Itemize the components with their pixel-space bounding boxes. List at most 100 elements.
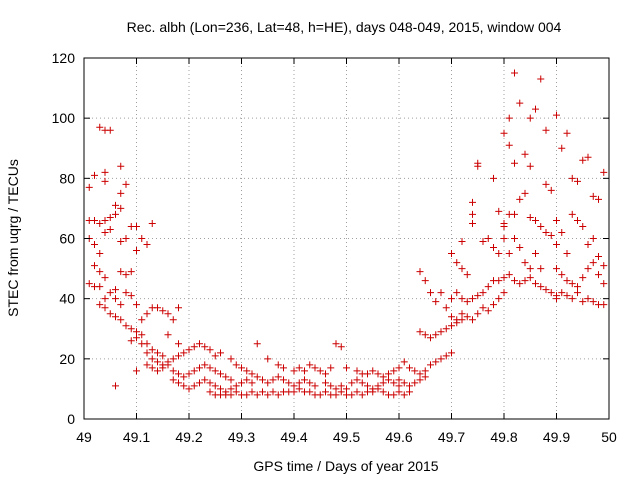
data-point <box>180 349 188 357</box>
grid-lines <box>84 58 609 419</box>
data-point <box>558 271 566 279</box>
data-point <box>474 310 482 318</box>
data-point <box>327 364 335 372</box>
data-point <box>526 162 534 170</box>
data-point <box>448 313 455 321</box>
data-point <box>148 364 156 372</box>
data-point <box>253 391 261 399</box>
x-tick-label: 49 <box>76 429 92 445</box>
data-point <box>91 171 98 179</box>
data-point <box>169 376 177 384</box>
data-point <box>574 177 581 185</box>
data-point <box>227 391 235 399</box>
data-point <box>311 364 319 372</box>
data-point <box>306 388 314 396</box>
data-point <box>206 379 214 387</box>
data-point <box>154 349 161 357</box>
data-point <box>358 391 366 399</box>
data-point <box>169 316 177 324</box>
data-point <box>516 99 524 107</box>
data-point <box>463 298 471 306</box>
data-point <box>558 228 566 236</box>
data-point <box>427 334 434 342</box>
data-point <box>369 367 377 375</box>
data-point <box>442 304 450 312</box>
data-point <box>122 235 130 242</box>
data-point <box>553 111 560 119</box>
data-point <box>526 274 534 282</box>
data-point <box>217 385 224 393</box>
data-point <box>584 153 592 161</box>
data-point <box>106 289 114 297</box>
data-point <box>311 382 319 390</box>
data-point <box>169 367 177 375</box>
data-point <box>159 307 167 315</box>
data-point <box>316 391 324 399</box>
data-point <box>479 289 487 297</box>
data-point <box>332 391 340 399</box>
data-point <box>521 277 529 285</box>
data-point <box>537 265 545 273</box>
data-point <box>138 340 146 348</box>
data-point <box>584 295 592 303</box>
data-point <box>159 352 167 360</box>
data-point <box>364 370 371 378</box>
data-point <box>584 265 592 273</box>
data-point <box>222 373 230 381</box>
data-point <box>232 382 240 390</box>
data-point <box>337 343 345 351</box>
data-point <box>532 216 539 224</box>
data-point <box>348 379 356 387</box>
data-point <box>589 235 597 242</box>
data-point <box>243 391 251 399</box>
data-point <box>505 271 513 279</box>
data-point <box>117 162 125 170</box>
data-point <box>259 376 266 384</box>
data-point <box>91 262 98 270</box>
data-point <box>448 349 455 357</box>
data-point <box>112 313 119 321</box>
data-point <box>96 250 104 258</box>
data-point <box>117 204 125 212</box>
data-point <box>511 210 518 218</box>
data-point <box>558 144 566 152</box>
data-point <box>127 292 135 300</box>
data-point <box>327 382 335 390</box>
data-point <box>290 367 298 375</box>
data-point <box>400 391 408 399</box>
data-point <box>196 364 203 372</box>
data-point <box>526 265 534 273</box>
data-point <box>185 370 193 378</box>
data-point <box>516 195 524 203</box>
y-tick-label: 40 <box>59 291 75 307</box>
data-point <box>521 259 529 267</box>
data-point <box>274 361 282 369</box>
data-point <box>101 295 109 303</box>
data-point <box>143 361 151 369</box>
data-point <box>353 388 361 396</box>
data-point <box>106 225 114 233</box>
data-point <box>406 388 413 396</box>
data-point <box>490 174 497 182</box>
data-point <box>185 346 193 354</box>
data-point <box>211 352 219 360</box>
data-point <box>563 250 571 258</box>
data-point <box>474 162 482 170</box>
data-point <box>421 367 429 375</box>
data-point <box>537 75 545 83</box>
y-tick-label: 120 <box>52 50 76 66</box>
data-point <box>448 250 455 258</box>
data-point <box>232 361 240 369</box>
x-tick-label: 49.4 <box>280 429 307 445</box>
data-point <box>201 376 209 384</box>
y-tick-label: 100 <box>52 110 76 126</box>
data-point <box>589 298 597 306</box>
data-point <box>285 379 293 387</box>
data-point <box>600 301 608 309</box>
data-point <box>290 382 298 390</box>
data-point <box>469 316 476 324</box>
data-point <box>112 286 119 294</box>
x-axis-label: GPS time / Days of year 2015 <box>253 458 438 474</box>
data-point <box>379 388 387 396</box>
data-point <box>500 235 508 242</box>
